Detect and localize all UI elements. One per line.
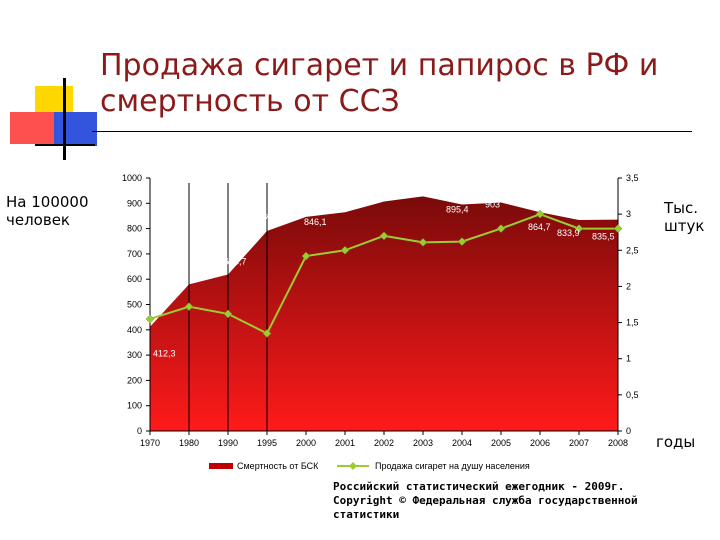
mortality-data-label: 895,4 [446,204,469,214]
cigarette-sales-marker [223,309,233,319]
mortality-data-label: 790,7 [264,213,287,223]
x-tick-label: 1990 [218,438,238,448]
cigarette-sales-marker [379,231,389,241]
slide-title: Продажа сигарет и папирос в РФ и смертно… [100,48,659,119]
logo-red-square [10,112,54,144]
cigarette-sales-marker [496,224,506,233]
cigarette-sales-marker [457,237,467,246]
right-axis-caption: Тыс. штук [664,199,705,235]
x-axis-caption: годы [656,433,696,451]
mortality-data-label: 927,5 [405,180,428,190]
right-tick-label: 1,5 [626,318,639,328]
x-tick-label: 2003 [413,438,433,448]
left-tick-label: 300 [127,350,142,360]
left-tick-label: 1000 [122,173,142,183]
left-tick-label: 100 [127,401,142,411]
x-tick-label: 1970 [140,438,160,448]
x-tick-label: 2005 [491,438,511,448]
left-tick-label: 0 [137,426,142,436]
x-tick-label: 2006 [530,438,550,448]
cigarette-sales-marker [145,314,155,324]
left-tick-label: 600 [127,274,142,284]
x-tick-label: 2008 [608,438,628,448]
legend-line-marker [349,462,357,470]
mortality-data-label: 412,3 [153,349,176,359]
logo-vertical-line [63,78,66,160]
source-note: Российский статистический ежегодник - 20… [333,480,638,521]
x-tick-label: 2007 [569,438,589,448]
legend-mortality-label: Смертность от БСК [237,461,319,471]
mortality-data-label: 846,1 [304,217,327,227]
cigarette-sales-marker [418,237,428,247]
left-tick-label: 200 [127,375,142,385]
left-tick-label: 800 [127,224,142,234]
x-tick-label: 2000 [296,438,316,448]
logo-horizontal-line [35,144,95,146]
mortality-data-label: 618,7 [224,256,247,266]
mortality-data-label: 864,7 [528,222,551,232]
mortality-data-label: 907 [388,182,403,192]
logo-blue-square [53,112,97,146]
legend-area-swatch [209,463,233,469]
x-tick-label: 2004 [452,438,472,448]
x-tick-label: 2002 [374,438,394,448]
chart: 0 100 200 300 400 500 600 700 800 900 1000 0 0,5 1 1,5… [122,173,639,471]
left-tick-label: 400 [127,325,142,335]
cigarette-sales-marker [184,302,194,312]
right-tick-label: 0 [626,426,631,436]
cigarette-sales-marker [262,329,272,338]
right-tick-label: 3,5 [626,173,639,183]
right-tick-label: 1 [626,354,631,364]
mortality-data-label: 579,5 [194,268,217,278]
legend-sales-label: Продажа сигарет на душу населения [375,461,530,471]
cigarette-sales-marker [301,251,311,261]
mortality-data-label: 903 [485,200,500,210]
right-tick-label: 2,5 [626,245,639,255]
x-tick-label: 1980 [179,438,199,448]
mortality-data-label: 833,9 [557,228,580,238]
mortality-data-label: 835,5 [592,232,615,242]
cigarette-sales-marker [340,245,350,255]
right-tick-label: 2 [626,281,631,291]
x-tick-label: 2001 [335,438,355,448]
right-tick-label: 0,5 [626,390,639,400]
left-tick-label: 500 [127,300,142,310]
cigarette-sales-marker [574,224,584,233]
title-underline [92,131,692,132]
x-tick-label: 1995 [257,438,277,448]
cigarette-sales-marker [613,224,623,233]
mortality-data-label: 864,6 [329,192,352,202]
left-axis-caption: На 100000 человек [6,193,89,229]
cigarette-sales-marker [535,209,545,219]
left-tick-label: 700 [127,249,142,259]
left-tick-label: 900 [127,198,142,208]
right-tick-label: 3 [626,209,631,219]
